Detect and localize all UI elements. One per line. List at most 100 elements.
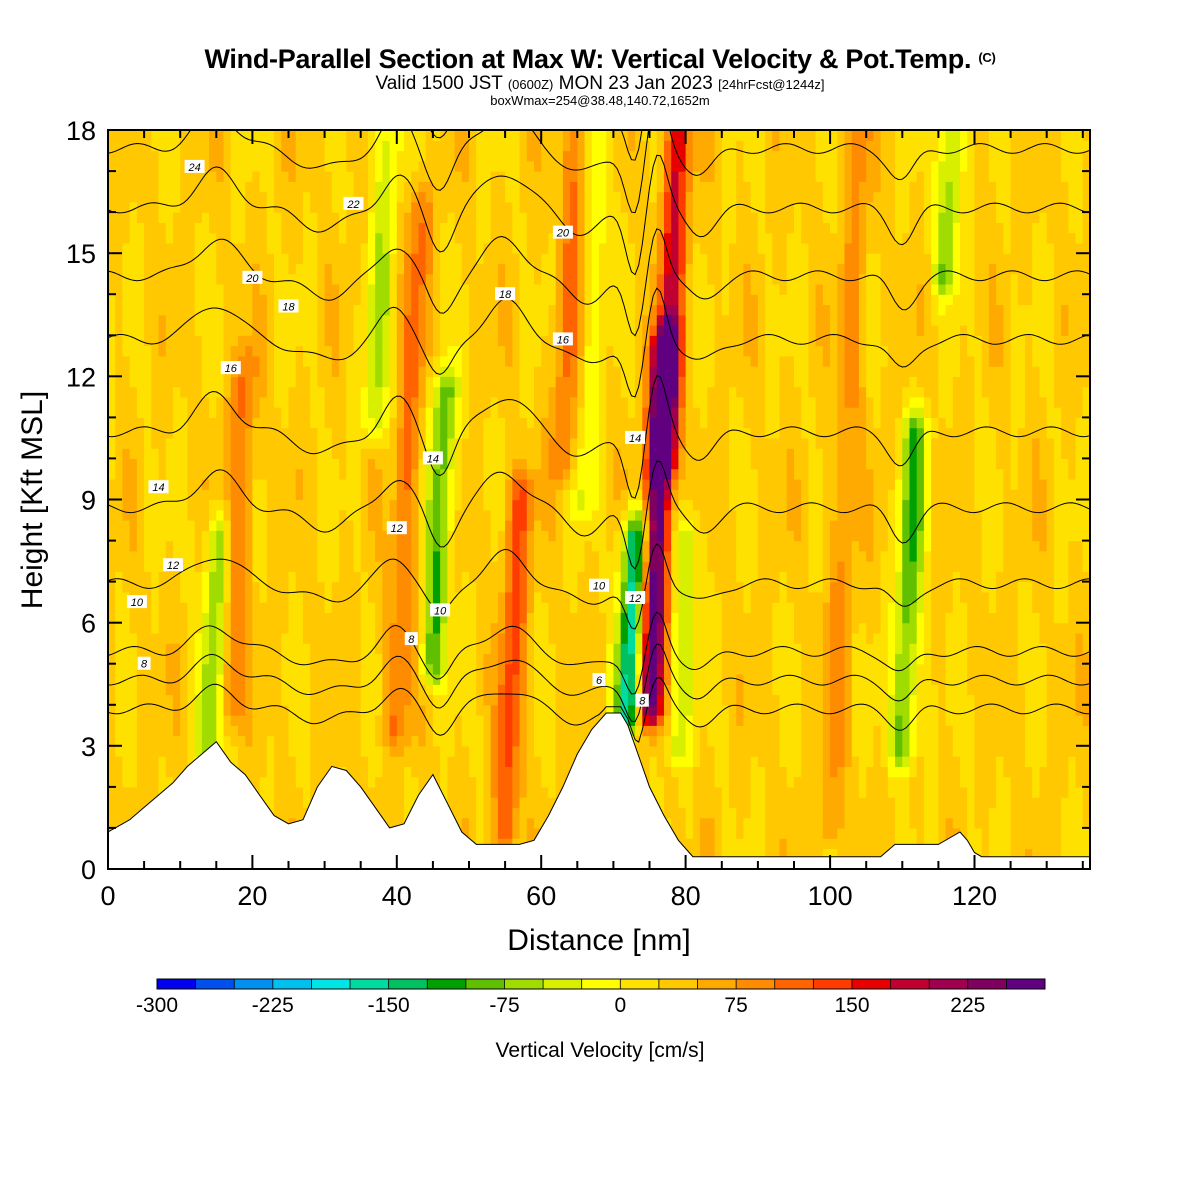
field-cell <box>223 725 232 737</box>
field-cell <box>339 294 347 306</box>
field-cell <box>396 242 405 254</box>
field-cell <box>245 643 254 655</box>
field-cell <box>144 386 152 398</box>
field-cell <box>281 478 290 490</box>
field-cell <box>519 458 528 470</box>
field-cell <box>555 550 564 562</box>
field-cell <box>172 171 181 182</box>
field-cell <box>237 171 246 182</box>
field-cell <box>440 222 448 234</box>
field-cell <box>310 766 318 778</box>
field-cell <box>548 509 557 521</box>
field-cell <box>209 427 217 439</box>
field-cell <box>440 242 448 254</box>
field-cell <box>562 355 571 367</box>
field-cell <box>324 181 333 193</box>
valid-date: MON 23 Jan 2023 <box>558 73 713 94</box>
field-cell <box>404 735 412 747</box>
field-cell <box>469 715 477 726</box>
field-cell <box>534 540 542 552</box>
field-cell <box>483 222 492 234</box>
field-cell <box>122 520 131 531</box>
field-cell <box>144 632 152 644</box>
field-cell <box>295 345 304 357</box>
field-cell <box>512 366 521 377</box>
field-cell <box>505 653 513 665</box>
field-cell <box>411 653 420 665</box>
field-cell <box>346 171 355 182</box>
field-cell <box>440 632 448 644</box>
field-cell <box>317 540 326 552</box>
field-cell <box>490 355 499 367</box>
field-cell <box>353 437 362 449</box>
field-cell <box>404 786 412 798</box>
field-cell <box>129 663 138 675</box>
field-cell <box>454 335 463 347</box>
field-cell <box>555 376 564 388</box>
field-cell <box>447 786 456 798</box>
field-cell <box>526 725 535 737</box>
field-cell <box>122 653 131 665</box>
field-cell <box>172 725 181 737</box>
field-cell <box>230 509 239 521</box>
field-cell <box>505 407 513 418</box>
field-cell <box>425 643 434 655</box>
field-cell <box>324 171 333 182</box>
field-cell <box>108 561 116 572</box>
field-cell <box>382 325 391 336</box>
field-cell <box>223 612 232 624</box>
field-cell <box>108 725 116 737</box>
field-cell <box>237 222 246 234</box>
field-cell <box>519 663 528 675</box>
field-cell <box>548 150 557 162</box>
field-cell <box>158 345 167 357</box>
field-cell <box>187 304 196 316</box>
field-cell <box>555 612 564 624</box>
field-cell <box>526 684 535 696</box>
field-cell <box>158 222 167 234</box>
field-cell <box>115 458 124 470</box>
field-cell <box>526 232 535 244</box>
field-cell <box>411 181 420 193</box>
field-cell <box>274 140 282 152</box>
field-cell <box>165 673 174 685</box>
field-cell <box>469 171 477 182</box>
field-cell <box>122 160 131 172</box>
field-cell <box>469 725 477 737</box>
field-cell <box>302 160 311 172</box>
field-cell <box>230 571 239 583</box>
field-cell <box>548 715 557 726</box>
field-cell <box>541 478 550 490</box>
field-cell <box>194 632 203 644</box>
field-cell <box>360 499 369 511</box>
field-cell <box>490 273 499 285</box>
field-cell <box>404 715 412 726</box>
field-cell <box>353 376 362 388</box>
field-cell <box>591 201 600 213</box>
field-cell <box>180 160 189 172</box>
field-cell <box>584 130 593 141</box>
field-cell <box>324 366 333 377</box>
field-cell <box>432 581 441 593</box>
field-cell <box>570 489 578 501</box>
field-cell <box>389 304 398 316</box>
field-cell <box>469 468 477 480</box>
field-cell <box>180 263 189 275</box>
field-cell <box>411 345 420 357</box>
field-cell <box>201 253 210 265</box>
field-cell <box>266 530 275 542</box>
field-cell <box>534 386 542 398</box>
field-cell <box>577 294 586 306</box>
field-cell <box>548 684 557 696</box>
field-cell <box>461 427 470 439</box>
field-cell <box>180 468 189 480</box>
field-cell <box>230 663 239 675</box>
field-cell <box>281 222 290 234</box>
field-cell <box>136 561 145 572</box>
field-cell <box>230 417 239 429</box>
field-cell <box>375 530 383 542</box>
field-cell <box>129 725 138 737</box>
field-cell <box>526 325 535 336</box>
field-cell <box>461 478 470 490</box>
field-cell <box>310 140 318 152</box>
